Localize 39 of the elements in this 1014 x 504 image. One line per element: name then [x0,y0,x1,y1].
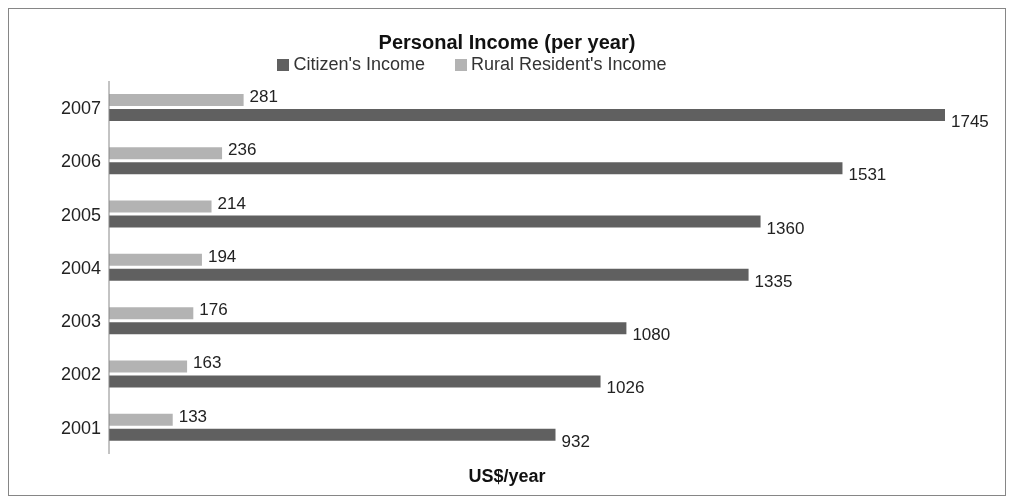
bar [109,147,223,160]
data-label: 1531 [848,165,887,185]
data-label: 1080 [632,325,671,345]
y-tick-label: 2004 [60,257,101,278]
y-tick-label: 2002 [60,364,101,385]
bar [109,307,194,320]
y-tick-label: 2006 [60,151,101,172]
bar [109,413,173,426]
data-label: 1360 [766,218,805,238]
bar [109,268,749,281]
data-label: 1745 [951,112,989,131]
chart-title: Personal Income (per year) [377,31,637,54]
bar [109,162,843,175]
data-label: 133 [178,406,208,426]
data-label: 281 [249,87,278,106]
data-label: 236 [228,140,257,160]
bar [109,94,244,106]
data-label: 214 [217,193,246,213]
bar [109,200,212,213]
legend-label: Citizen's Income [293,54,425,74]
legend-label: Rural Resident's Income [470,54,667,74]
bar [109,253,202,266]
y-tick-label: 2007 [60,98,101,119]
bar [109,360,188,373]
data-label: 932 [561,431,590,451]
y-tick-label: 2003 [60,311,101,332]
bar [109,375,601,388]
data-label: 1026 [606,378,645,398]
data-label: 163 [193,353,222,373]
data-label: 1335 [754,271,793,291]
bar [109,215,761,228]
bar [109,322,627,335]
y-tick-label: 2005 [60,204,101,225]
x-axis-title: US$/year [467,466,547,487]
data-label: 194 [207,246,237,266]
bar [109,109,945,121]
bar [109,428,556,441]
data-label: 176 [199,300,228,320]
y-tick-label: 2001 [60,417,101,438]
